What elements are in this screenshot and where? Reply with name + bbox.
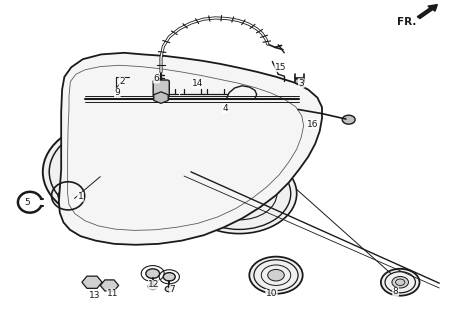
Text: 5: 5 — [24, 198, 29, 207]
Circle shape — [101, 161, 133, 183]
Text: 1: 1 — [78, 192, 83, 201]
Circle shape — [267, 269, 284, 281]
Circle shape — [163, 273, 175, 281]
FancyBboxPatch shape — [153, 80, 169, 98]
Text: 11: 11 — [106, 289, 118, 298]
Circle shape — [294, 78, 303, 85]
Text: 14: 14 — [192, 79, 203, 88]
Text: 10: 10 — [265, 289, 276, 298]
Text: FR.: FR. — [397, 17, 416, 28]
Text: 7: 7 — [169, 285, 175, 294]
Circle shape — [249, 257, 302, 294]
Circle shape — [43, 120, 191, 224]
Circle shape — [148, 283, 157, 290]
Circle shape — [146, 269, 159, 278]
Text: 6: 6 — [153, 74, 159, 83]
Circle shape — [95, 90, 124, 110]
Circle shape — [341, 115, 354, 124]
Text: 12: 12 — [148, 280, 159, 289]
Text: 2: 2 — [119, 77, 124, 86]
Text: 16: 16 — [307, 120, 318, 129]
Text: 13: 13 — [88, 291, 100, 300]
FancyArrow shape — [416, 4, 437, 19]
Circle shape — [391, 276, 408, 288]
Text: 15: 15 — [274, 63, 285, 72]
Circle shape — [224, 183, 253, 204]
Circle shape — [184, 91, 197, 100]
Text: 9: 9 — [114, 88, 120, 97]
Circle shape — [165, 286, 173, 292]
Polygon shape — [59, 53, 321, 245]
Circle shape — [380, 269, 419, 296]
Circle shape — [181, 154, 296, 234]
Text: 8: 8 — [392, 287, 397, 296]
Text: 4: 4 — [222, 104, 228, 113]
Text: 3: 3 — [298, 79, 303, 88]
